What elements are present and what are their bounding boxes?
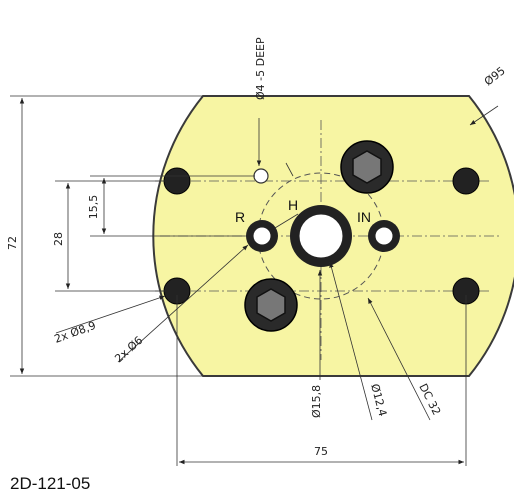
hex-screw-bottom — [244, 278, 298, 332]
hex-screw-top — [340, 140, 394, 194]
dim-bolt-holes: 2x Ø8,9 — [53, 319, 98, 346]
port-label-h: H — [288, 197, 298, 213]
port-r — [246, 220, 278, 252]
port-in — [368, 220, 400, 252]
dim-28: 28 — [52, 232, 65, 246]
dimension-lines — [10, 95, 499, 466]
dim-dc-circle: DC 32 — [416, 381, 443, 417]
center-bore — [290, 205, 352, 267]
dim-diameter-95: Ø95 — [482, 64, 508, 88]
dim-72: 72 — [6, 236, 19, 250]
dim-blind-hole: Ø4 -5 DEEP — [254, 37, 267, 100]
dim-15-5: 15,5 — [87, 195, 100, 220]
dim-port-holes: 2x Ø6 — [112, 334, 145, 366]
port-label-r: R — [235, 209, 245, 225]
port-label-in: IN — [357, 209, 371, 225]
blind-hole — [253, 168, 269, 184]
dim-center-bore-inner: Ø12,4 — [368, 382, 389, 417]
dim-75: 75 — [314, 445, 328, 458]
drawing-caption: 2D-121-05 — [10, 474, 91, 493]
dim-center-bore-outer: Ø15,8 — [310, 385, 323, 418]
